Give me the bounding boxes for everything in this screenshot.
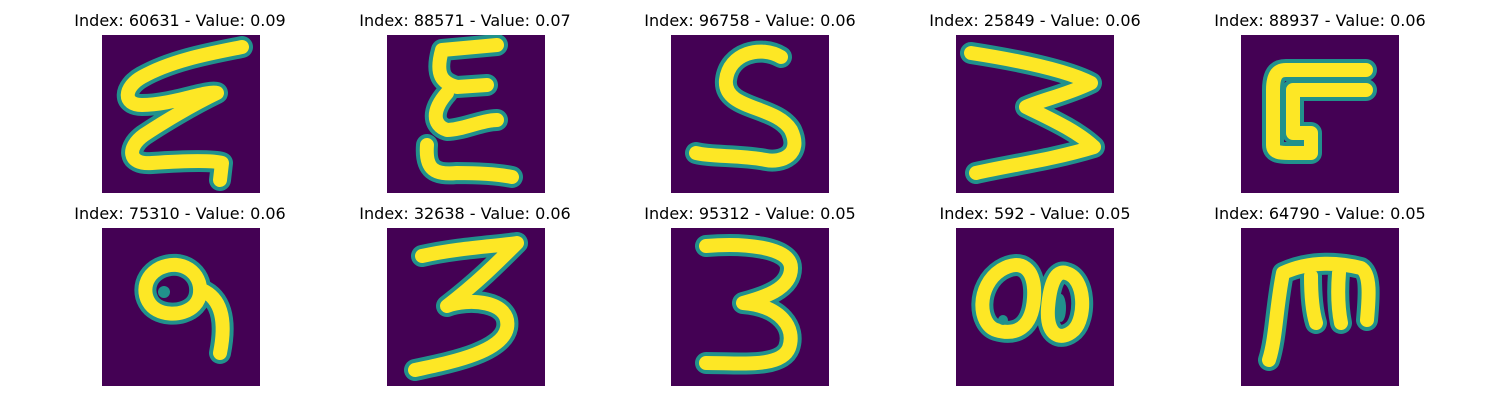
digit-image xyxy=(956,35,1114,193)
digit-image xyxy=(102,228,260,386)
digit-glyph-three xyxy=(404,232,528,381)
digit-image xyxy=(956,228,1114,386)
panel-title: Index: 60631 - Value: 0.09 xyxy=(74,11,286,30)
digit-image xyxy=(102,35,260,193)
digit-glyph-three xyxy=(695,234,802,375)
panel-title: Index: 32638 - Value: 0.06 xyxy=(359,204,571,223)
digit-image xyxy=(671,35,829,193)
digit-image xyxy=(387,35,545,193)
panel-title: Index: 88571 - Value: 0.07 xyxy=(359,11,571,30)
panel-title: Index: 75310 - Value: 0.06 xyxy=(74,204,286,223)
digit-glyph-m-shape xyxy=(1258,252,1380,371)
panel-title: Index: 592 - Value: 0.05 xyxy=(939,204,1131,223)
digit-glyph-blob-with-tail xyxy=(134,253,234,364)
digit-image xyxy=(1241,228,1399,386)
digit-glyph-blob-pair xyxy=(971,254,1094,347)
digit-image xyxy=(387,228,545,386)
digit-glyph-sigma-like xyxy=(415,35,523,188)
panel-title: Index: 64790 - Value: 0.05 xyxy=(1214,204,1426,223)
panel-title: Index: 88937 - Value: 0.06 xyxy=(1214,11,1426,30)
panel-title: Index: 96758 - Value: 0.06 xyxy=(644,11,856,30)
panel-title: Index: 95312 - Value: 0.05 xyxy=(644,204,856,223)
digit-glyph-s-shape xyxy=(685,40,806,172)
digit-image xyxy=(1241,35,1399,193)
digit-glyph-sideways-w xyxy=(960,42,1105,184)
digit-glyph-looped-epsilon xyxy=(116,36,253,191)
digit-image xyxy=(671,228,829,386)
panel-title: Index: 25849 - Value: 0.06 xyxy=(929,11,1141,30)
digit-glyph-bracket-shape xyxy=(1262,59,1377,164)
